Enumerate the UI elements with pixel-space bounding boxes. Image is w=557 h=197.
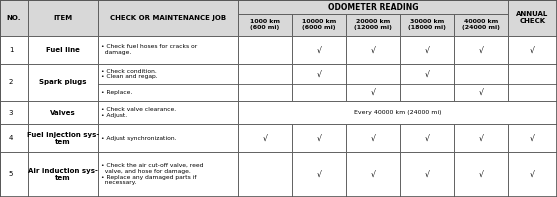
Bar [28, 36, 98, 64]
Text: 4: 4 [9, 135, 13, 141]
Text: 5: 5 [9, 171, 13, 177]
Text: √: √ [530, 170, 535, 179]
Bar [28, 101, 98, 125]
Text: Air induction sys-
tem: Air induction sys- tem [28, 168, 98, 181]
Bar [454, 36, 508, 64]
Bar [238, 0, 508, 14]
Bar [238, 14, 292, 36]
Text: • Check condition.
• Clean and regap.: • Check condition. • Clean and regap. [101, 69, 158, 79]
Bar [292, 125, 346, 151]
Text: √: √ [424, 134, 429, 142]
Text: • Check valve clearance.
• Adjust.: • Check valve clearance. • Adjust. [101, 107, 176, 118]
Text: CHECK OR MAINTENANCE JOB: CHECK OR MAINTENANCE JOB [110, 15, 226, 21]
Text: √: √ [370, 45, 375, 54]
Bar [98, 64, 238, 101]
Bar [292, 151, 346, 197]
Text: • Check the air cut-off valve, reed
  valve, and hose for damage.
• Replace any : • Check the air cut-off valve, reed valv… [101, 163, 203, 185]
Bar [0, 64, 28, 101]
Bar [508, 64, 557, 101]
Bar [346, 151, 400, 197]
Text: √: √ [316, 170, 321, 179]
Bar [238, 36, 292, 64]
Text: 40000 km
(24000 mi): 40000 km (24000 mi) [462, 20, 500, 30]
Bar [28, 125, 98, 151]
Bar [28, 0, 98, 36]
Text: 30000 km
(18000 mi): 30000 km (18000 mi) [408, 20, 446, 30]
Text: Every 40000 km (24000 mi): Every 40000 km (24000 mi) [354, 110, 441, 115]
Bar [0, 0, 28, 36]
Bar [508, 125, 557, 151]
Text: 1: 1 [9, 47, 13, 53]
Bar [400, 151, 454, 197]
Text: √: √ [424, 70, 429, 78]
Bar [28, 64, 98, 101]
Text: 10000 km
(6000 mi): 10000 km (6000 mi) [302, 20, 336, 30]
Text: √: √ [370, 170, 375, 179]
Bar [0, 125, 28, 151]
Text: 2: 2 [9, 79, 13, 85]
Bar [238, 151, 292, 197]
Text: ANNUAL
CHECK: ANNUAL CHECK [516, 11, 549, 24]
Text: Valves: Valves [50, 110, 76, 116]
Bar [292, 14, 346, 36]
Bar [400, 14, 454, 36]
Bar [238, 101, 557, 125]
Text: √: √ [262, 134, 267, 142]
Text: ODOMETER READING: ODOMETER READING [328, 3, 418, 12]
Text: √: √ [370, 134, 375, 142]
Bar [400, 125, 454, 151]
Bar [98, 36, 238, 64]
Bar [400, 36, 454, 64]
Text: 3: 3 [9, 110, 13, 116]
Bar [400, 64, 454, 101]
Text: 20000 km
(12000 mi): 20000 km (12000 mi) [354, 20, 392, 30]
Bar [454, 151, 508, 197]
Bar [292, 36, 346, 64]
Text: √: √ [316, 134, 321, 142]
Bar [508, 36, 557, 64]
Text: ITEM: ITEM [53, 15, 72, 21]
Bar [346, 64, 400, 101]
Bar [238, 125, 292, 151]
Bar [346, 125, 400, 151]
Bar [98, 101, 238, 125]
Text: √: √ [316, 45, 321, 54]
Bar [0, 151, 28, 197]
Bar [98, 0, 238, 36]
Text: √: √ [316, 70, 321, 78]
Text: • Check fuel hoses for cracks or
  damage.: • Check fuel hoses for cracks or damage. [101, 44, 197, 55]
Bar [346, 36, 400, 64]
Text: √: √ [424, 45, 429, 54]
Text: 1000 km
(600 mi): 1000 km (600 mi) [250, 20, 280, 30]
Text: √: √ [478, 88, 483, 97]
Text: √: √ [424, 170, 429, 179]
Text: • Adjust synchronization.: • Adjust synchronization. [101, 136, 177, 140]
Text: √: √ [530, 45, 535, 54]
Text: √: √ [478, 170, 483, 179]
Bar [346, 14, 400, 36]
Bar [28, 151, 98, 197]
Text: NO.: NO. [7, 15, 21, 21]
Bar [98, 125, 238, 151]
Text: Fuel line: Fuel line [46, 47, 80, 53]
Text: √: √ [370, 88, 375, 97]
Bar [0, 36, 28, 64]
Text: Fuel injection sys-
tem: Fuel injection sys- tem [27, 132, 99, 145]
Bar [292, 64, 346, 101]
Bar [238, 64, 292, 101]
Bar [454, 64, 508, 101]
Text: √: √ [530, 134, 535, 142]
Bar [508, 151, 557, 197]
Bar [508, 0, 557, 36]
Bar [454, 14, 508, 36]
Bar [98, 151, 238, 197]
Text: • Replace.: • Replace. [101, 90, 132, 95]
Text: √: √ [478, 134, 483, 142]
Text: Spark plugs: Spark plugs [39, 79, 87, 85]
Text: √: √ [478, 45, 483, 54]
Bar [454, 125, 508, 151]
Bar [0, 101, 28, 125]
